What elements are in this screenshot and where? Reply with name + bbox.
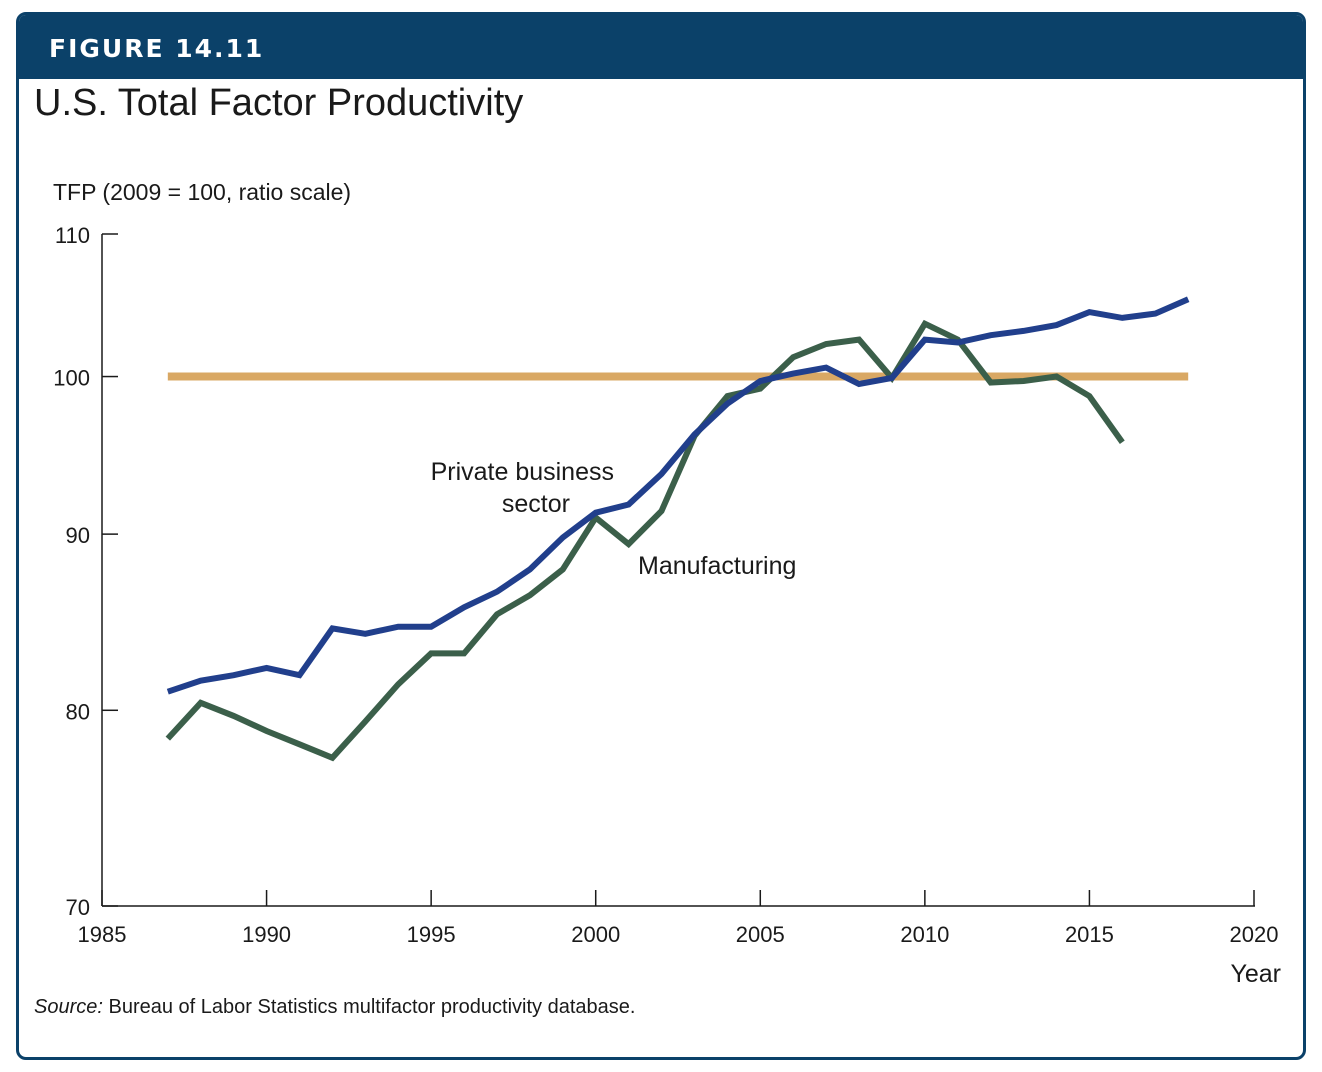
x-tick-label: 2020 <box>1230 922 1279 947</box>
x-tick-label: 1990 <box>242 922 291 947</box>
x-tick-label: 2005 <box>736 922 785 947</box>
annotation-manufacturing: Manufacturing <box>638 552 796 580</box>
axes-layer: 70 80 90 100 110 1985 1990 1995 2000 2005 2010 2015… <box>53 223 1278 947</box>
chart-title: U.S. Total Factor Productivity <box>34 82 524 124</box>
series-line-private-business <box>166 296 1190 695</box>
x-tick-label: 2000 <box>571 922 620 947</box>
y-tick-label: 80 <box>66 699 90 724</box>
x-tick-label: 2015 <box>1065 922 1114 947</box>
x-tick-label: 1995 <box>407 922 456 947</box>
y-tick-label: 100 <box>53 366 90 391</box>
label-layer: TFP (2009 = 100, ratio scale) Year Priva… <box>53 179 1281 988</box>
figure-frame: FIGURE 14.11 <box>16 12 1306 1060</box>
y-tick-label: 110 <box>55 223 90 248</box>
annotation-private-line2: sector <box>502 490 570 518</box>
figure-header-bar: FIGURE 14.11 <box>19 15 1303 79</box>
chart-svg: 70 80 90 100 110 1985 1990 1995 2000 2005 2010 2015… <box>53 179 1281 988</box>
series-layer <box>165 296 1190 762</box>
figure-label: FIGURE 14.11 <box>49 34 265 63</box>
x-axis-label: Year <box>1230 960 1281 988</box>
y-tick-label: 70 <box>66 895 90 920</box>
x-tick-label: 2010 <box>900 922 949 947</box>
source-text: Bureau of Labor Statistics multifactor p… <box>102 996 636 1018</box>
x-tick-label: 1985 <box>78 922 127 947</box>
series-line-manufacturing <box>165 319 1125 762</box>
source-prefix: Source: <box>34 996 103 1018</box>
y-tick-label: 90 <box>66 523 90 548</box>
source-note: Source: Bureau of Labor Statistics multi… <box>34 996 635 1019</box>
annotation-private-line1: Private business <box>431 458 614 486</box>
y-axis-label: TFP (2009 = 100, ratio scale) <box>53 179 351 205</box>
